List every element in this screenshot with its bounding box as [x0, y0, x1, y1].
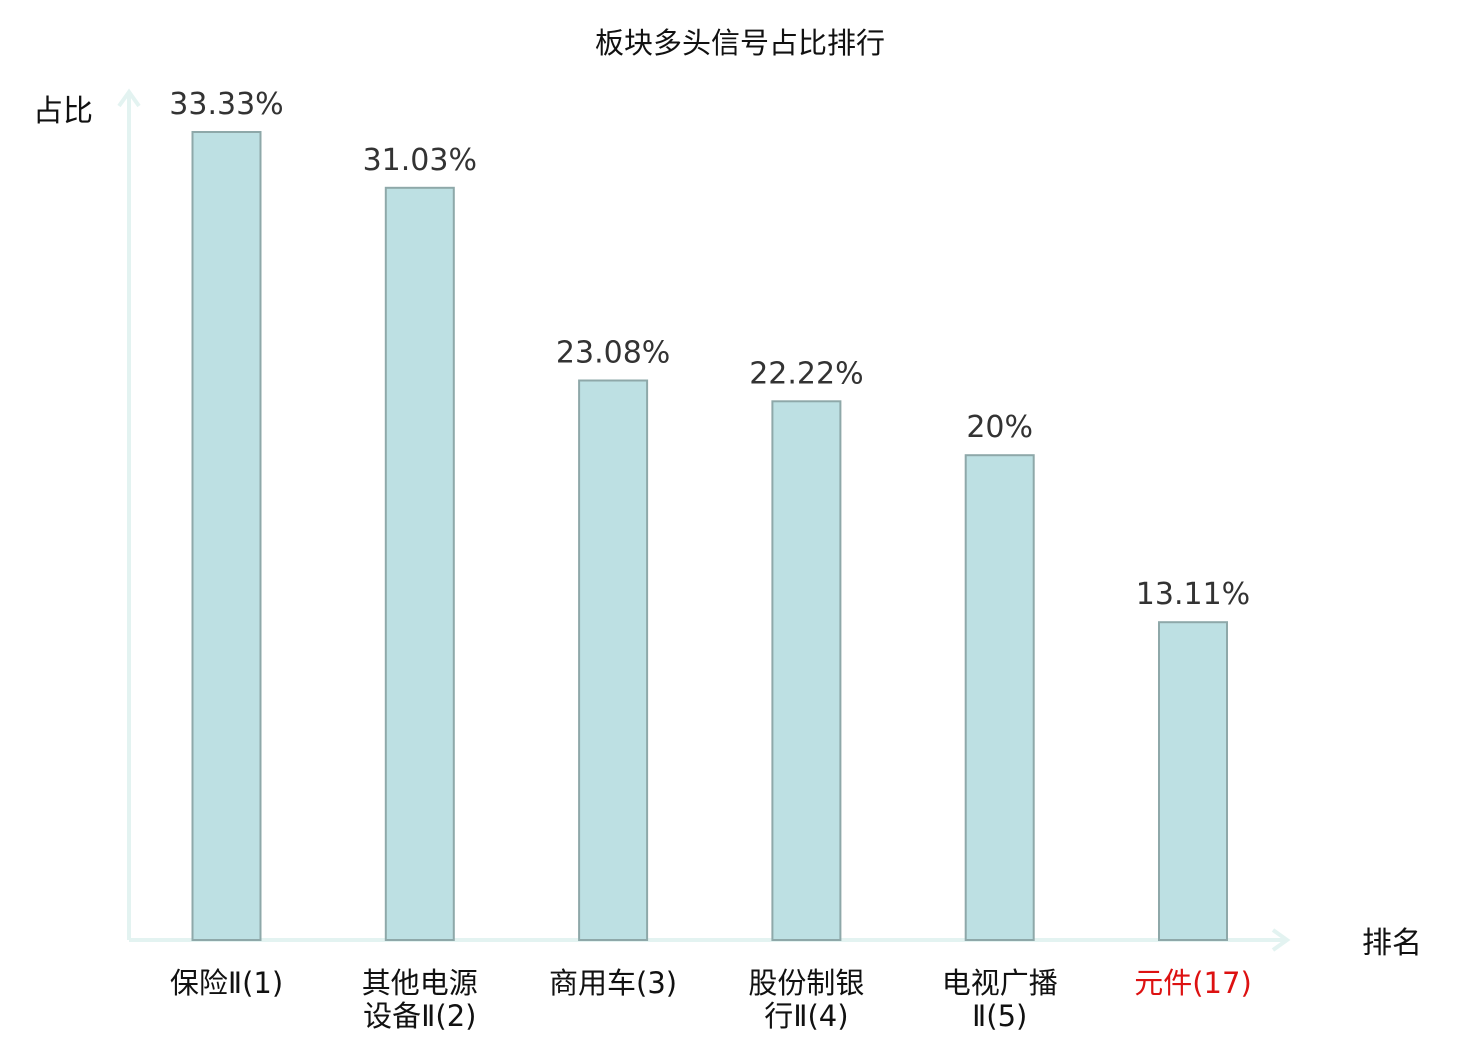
category-label-line: 保险Ⅱ(1): [170, 966, 283, 1000]
bar-value-label: 31.03%: [363, 143, 477, 178]
bar-value-label: 23.08%: [556, 336, 670, 371]
category-label-line: Ⅱ(5): [972, 999, 1027, 1033]
category-label-line: 设备Ⅱ(2): [363, 999, 476, 1033]
category-label: 保险Ⅱ(1): [170, 966, 283, 1000]
bar: [191, 131, 262, 941]
bar-value-label: 33.33%: [169, 87, 283, 122]
bar-value-label: 20%: [966, 410, 1033, 445]
category-label: 股份制银行Ⅱ(4): [748, 966, 864, 1033]
category-label: 其他电源设备Ⅱ(2): [362, 966, 478, 1033]
bar-value-label: 13.11%: [1136, 577, 1250, 612]
x-axis-arrow-icon: [1271, 928, 1291, 952]
y-axis-arrow-icon: [117, 88, 141, 108]
bar: [964, 454, 1035, 941]
category-label: 元件(17): [1134, 966, 1252, 1000]
bar: [578, 379, 649, 941]
bar: [384, 186, 455, 942]
bar-series: [191, 131, 1228, 942]
category-label-line: 电视广播: [942, 966, 1058, 1000]
chart-title: 板块多头信号占比排行: [595, 26, 885, 60]
category-labels: 保险Ⅱ(1) 其他电源设备Ⅱ(2) 商用车(3) 股份制银行Ⅱ(4) 电视广播 Ⅱ(5) 元…: [170, 966, 1252, 1033]
category-label-line: 元件(17): [1134, 966, 1252, 1000]
bar-value-label: 22.22%: [749, 356, 863, 391]
category-label-line: 行Ⅱ(4): [764, 999, 848, 1033]
x-axis-label: 排名: [1362, 926, 1422, 961]
category-label-line: 股份制银: [748, 966, 864, 1000]
y-axis-label: 占比: [33, 94, 93, 129]
category-label: 电视广播 Ⅱ(5): [942, 966, 1058, 1033]
value-labels: 33.33% 31.03% 23.08% 22.22% 20% 13.11%: [169, 87, 1250, 612]
category-label-line: 其他电源: [362, 966, 478, 1000]
category-label-line: 商用车(3): [549, 966, 677, 1000]
bar: [771, 400, 842, 941]
y-axis: 占比: [33, 88, 141, 940]
x-axis: 排名: [129, 926, 1422, 961]
bar: [1158, 621, 1228, 941]
category-label: 商用车(3): [549, 966, 677, 1000]
